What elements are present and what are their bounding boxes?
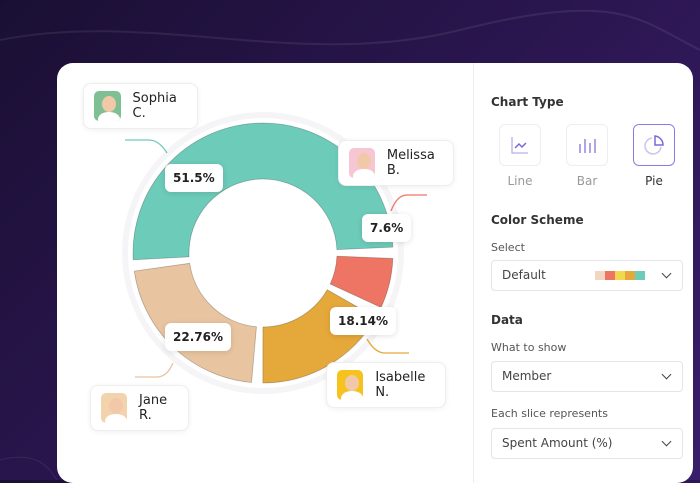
- pie-label: Pie: [645, 174, 663, 188]
- data-title: Data: [491, 313, 523, 327]
- leader-line: [390, 194, 427, 212]
- legend-name: Sophia C.: [132, 91, 177, 121]
- chevron-down-icon: [661, 369, 672, 380]
- slice-label-melissa: 7.6%: [362, 214, 412, 242]
- slice-represents-dropdown[interactable]: Spent Amount (%): [491, 428, 683, 459]
- chart-card: 51.5% 7.6% 18.14% 22.76% Sophia C. Melis…: [57, 63, 693, 483]
- what-to-show-value: Member: [502, 369, 552, 383]
- chevron-down-icon: [661, 268, 672, 279]
- color-swatch: [615, 271, 625, 280]
- color-swatch: [635, 271, 645, 280]
- donut-slice: [133, 262, 257, 383]
- legend-melissa: Melissa B.: [338, 140, 454, 186]
- slice-label-jane: 22.76%: [165, 323, 231, 351]
- divider: [473, 63, 474, 483]
- line-chart-icon: [511, 137, 528, 154]
- slice-represents-value: Spent Amount (%): [502, 436, 613, 450]
- chevron-down-icon: [661, 436, 672, 447]
- avatar: [349, 148, 375, 178]
- donut-halo: [122, 112, 404, 394]
- legend-sophia: Sophia C.: [83, 83, 198, 129]
- leader-line: [135, 362, 174, 378]
- pie-chart-button[interactable]: [633, 124, 675, 166]
- avatar: [337, 370, 364, 400]
- donut-slice: [329, 255, 394, 308]
- what-to-show-dropdown[interactable]: Member: [491, 361, 683, 392]
- what-to-show-label: What to show: [491, 341, 567, 354]
- pie-chart-icon: [644, 135, 664, 155]
- color-scheme-title: Color Scheme: [491, 213, 584, 227]
- leader-line: [125, 139, 168, 154]
- color-scheme-dropdown[interactable]: Default: [491, 260, 683, 291]
- color-swatch: [595, 271, 605, 280]
- bar-label: Bar: [576, 174, 598, 188]
- legend-name: Melissa B.: [386, 148, 435, 178]
- avatar: [94, 91, 121, 121]
- leader-line: [366, 338, 409, 354]
- color-scheme-value: Default: [502, 268, 546, 282]
- select-label: Select: [491, 241, 525, 254]
- legend-jane: Jane R.: [90, 385, 189, 431]
- legend-name: Isabelle N.: [375, 370, 426, 400]
- line-chart-button[interactable]: [499, 124, 541, 166]
- color-swatch: [605, 271, 615, 280]
- legend-name: Jane R.: [139, 393, 168, 423]
- bar-chart-button[interactable]: [566, 124, 608, 166]
- slice-represents-label: Each slice represents: [491, 407, 608, 420]
- chart-type-title: Chart Type: [491, 95, 564, 109]
- color-swatch: [625, 271, 635, 280]
- legend-isabelle: Isabelle N.: [326, 362, 446, 408]
- bar-chart-icon: [579, 139, 596, 153]
- slice-label-isabelle: 18.14%: [330, 307, 396, 335]
- slice-label-sophia: 51.5%: [165, 164, 223, 192]
- avatar: [101, 393, 128, 423]
- line-label: Line: [507, 174, 533, 188]
